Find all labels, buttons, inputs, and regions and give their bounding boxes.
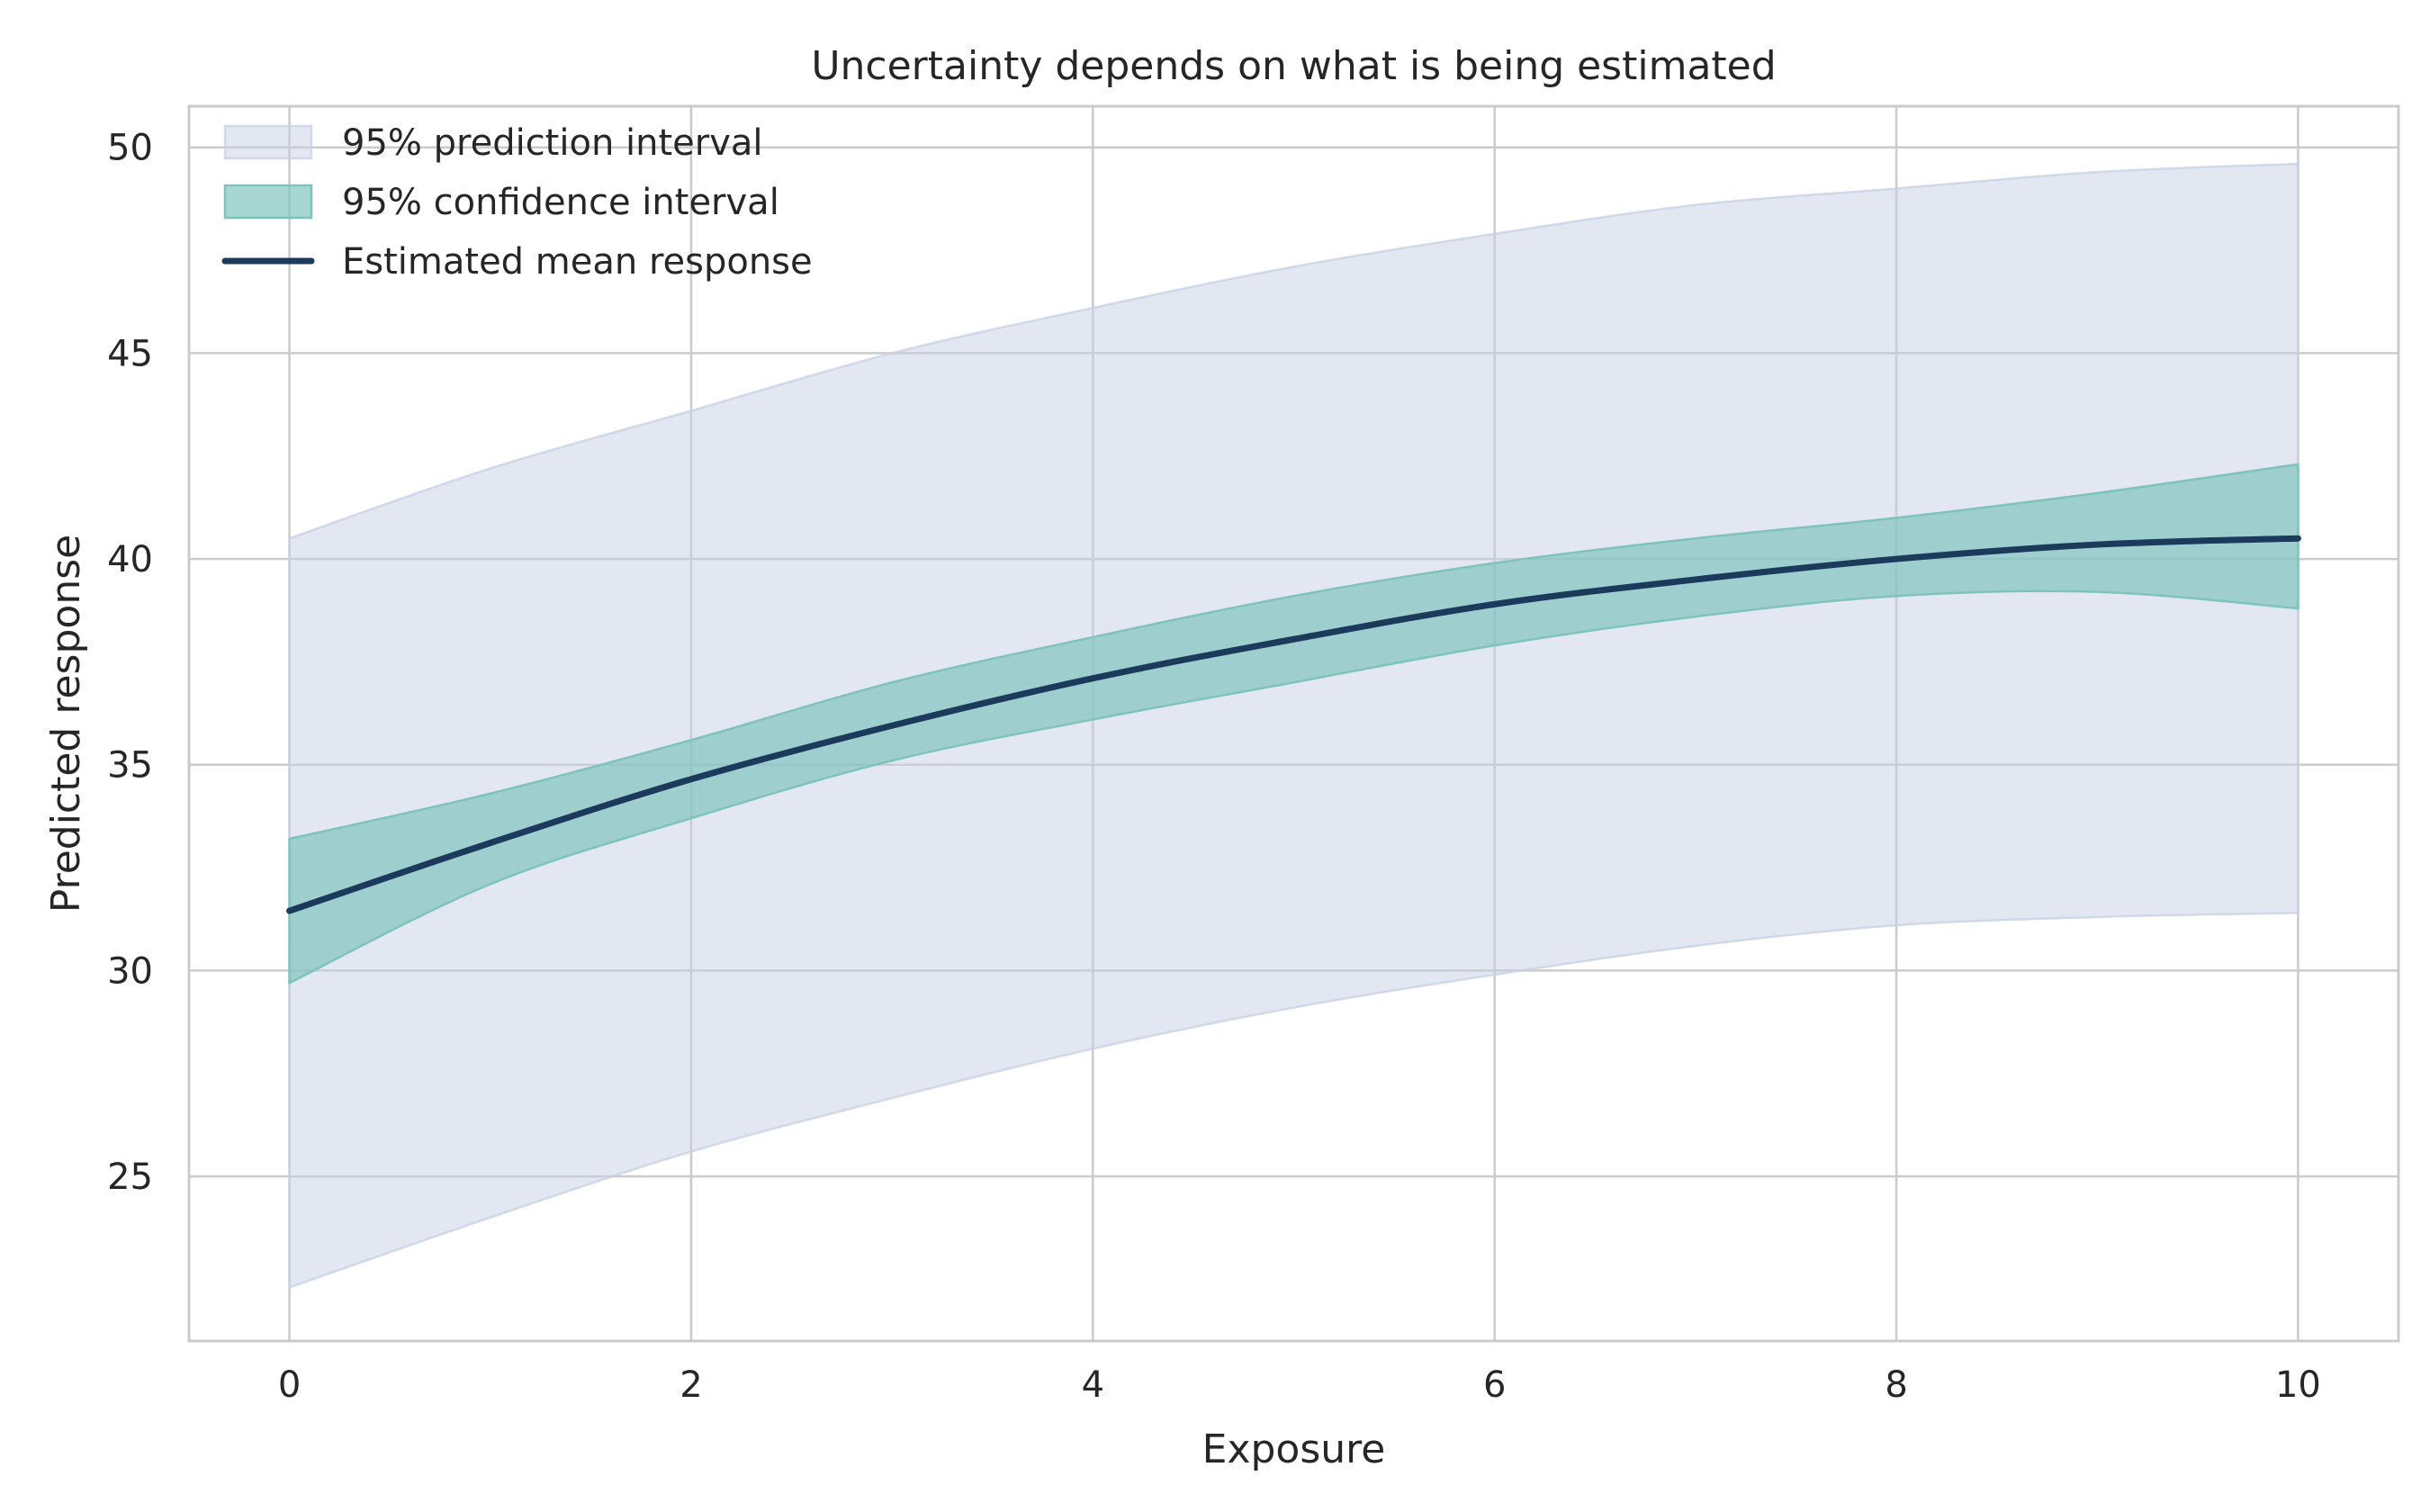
x-axis-ticks: 0 2 4 6 8 10 (278, 1364, 2321, 1406)
y-tick-label: 45 (107, 333, 153, 374)
x-tick-label: 10 (2275, 1364, 2321, 1406)
y-tick-label: 40 (107, 539, 153, 580)
legend-swatch (223, 184, 313, 220)
y-tick-label: 30 (107, 950, 153, 992)
x-tick-label: 0 (278, 1364, 301, 1406)
x-tick-label: 8 (1885, 1364, 1907, 1406)
legend: 95% prediction interval 95% confidence in… (221, 122, 813, 283)
y-tick-label: 50 (107, 128, 153, 169)
x-tick-label: 6 (1483, 1364, 1506, 1406)
chart-title: Uncertainty depends on what is being est… (811, 43, 1776, 89)
legend-label: Estimated mean response (342, 241, 813, 283)
y-tick-label: 25 (107, 1156, 153, 1198)
legend-swatch (223, 124, 313, 160)
mean-response-line (286, 535, 2301, 914)
x-tick-label: 2 (680, 1364, 702, 1406)
y-axis-label: Predicted response (43, 535, 89, 913)
plot-frame (187, 104, 2400, 1343)
band-confidence-interval (288, 463, 2300, 986)
y-tick-label: 35 (107, 745, 153, 787)
y-axis-ticks: 25 30 35 40 45 50 (107, 128, 153, 1198)
x-axis-label: Exposure (1202, 1426, 1386, 1472)
band-prediction-interval (288, 162, 2300, 1290)
x-tick-label: 4 (1082, 1364, 1104, 1406)
legend-label: 95% confidence interval (342, 182, 779, 223)
interval-bands (288, 162, 2300, 1290)
mean-line-layer (286, 535, 2301, 914)
legend-label: 95% prediction interval (342, 122, 763, 164)
